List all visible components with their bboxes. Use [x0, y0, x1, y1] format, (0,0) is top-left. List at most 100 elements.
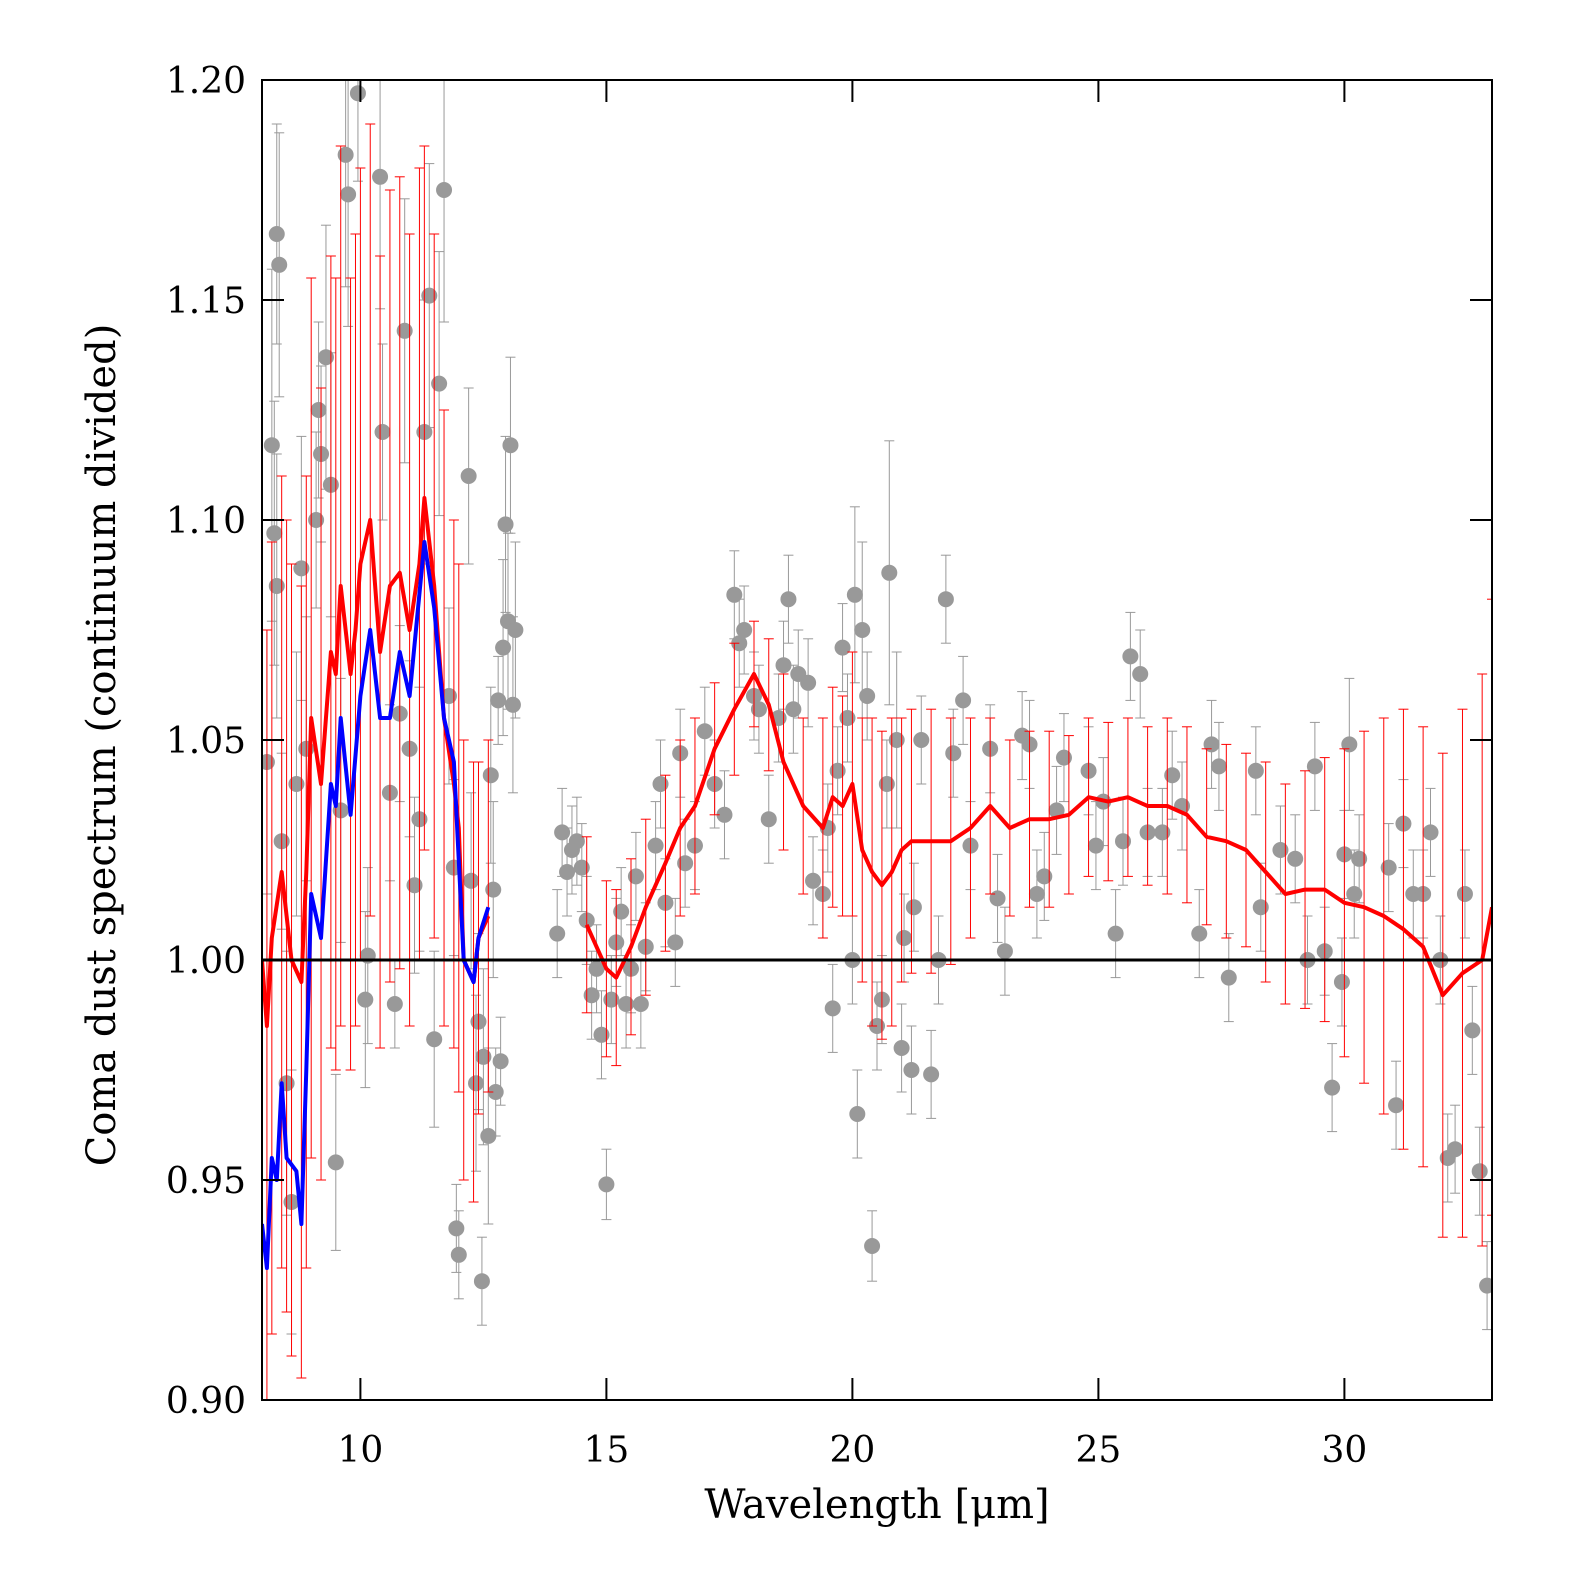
data-point: [559, 864, 576, 880]
y-tick-label: 1.05: [166, 721, 246, 762]
data-point: [893, 1040, 910, 1056]
data-point: [1220, 969, 1237, 986]
data-point: [989, 890, 1006, 907]
x-tick-label: 25: [1075, 1430, 1121, 1471]
data-point: [1087, 837, 1104, 854]
data-point: [923, 1066, 940, 1083]
data-point: [834, 639, 851, 656]
x-tick-label: 10: [337, 1430, 383, 1471]
data-point: [1247, 762, 1264, 779]
data-point: [1422, 824, 1439, 841]
data-point: [667, 934, 684, 951]
data-point: [271, 256, 288, 273]
data-point: [1154, 824, 1171, 841]
data-point: [357, 991, 374, 1008]
data-point: [327, 1154, 344, 1171]
data-point: [554, 824, 571, 841]
data-point: [349, 85, 366, 102]
axes: 10 15 20 25 30 0.90 0.95 1.00 1.05 1.10 1.15 1.20: [166, 61, 1492, 1471]
data-point: [627, 868, 644, 885]
data-point: [800, 674, 817, 691]
data-point: [266, 525, 283, 542]
data-point: [905, 899, 922, 916]
data-point: [480, 1128, 497, 1144]
data-point: [1132, 666, 1149, 682]
data-point: [490, 692, 507, 709]
data-point: [878, 776, 895, 792]
y-tick-label: 0.90: [166, 1381, 246, 1422]
data-point: [1115, 833, 1131, 850]
data-line: [262, 540, 491, 1270]
data-point: [716, 806, 733, 823]
data-point: [1380, 859, 1397, 876]
data-point: [495, 639, 512, 656]
data-point: [337, 146, 354, 163]
data-point: [568, 833, 585, 850]
data-point: [839, 710, 856, 726]
data-point: [448, 1220, 465, 1237]
data-point: [829, 762, 846, 779]
x-tick-label: 20: [829, 1430, 875, 1471]
data-point: [864, 1238, 881, 1254]
data-point: [647, 837, 664, 854]
y-axis-label: Coma dust spectrum (continuum divided): [79, 324, 125, 1167]
data-point: [1471, 1163, 1488, 1180]
data-point: [846, 586, 863, 603]
data-point: [1324, 1079, 1341, 1096]
data-point: [583, 987, 600, 1004]
data-point: [374, 424, 391, 440]
data-point: [1464, 1022, 1481, 1039]
data-point: [1055, 749, 1072, 766]
data-point: [1210, 758, 1227, 775]
data-point: [1164, 767, 1181, 784]
data-point: [473, 1273, 490, 1290]
data-point: [937, 591, 954, 608]
data-point: [268, 226, 285, 242]
data-point: [317, 349, 334, 366]
data-point: [775, 657, 792, 674]
data-point: [1351, 850, 1368, 867]
data-point: [310, 402, 327, 418]
data-point: [1287, 850, 1304, 867]
data-point: [903, 1062, 920, 1078]
data-point: [598, 1176, 615, 1193]
data-point: [440, 688, 457, 704]
data-point: [293, 560, 310, 577]
data-point: [726, 586, 743, 603]
data-point: [492, 1053, 509, 1070]
data-point: [482, 767, 499, 784]
data-point: [1107, 925, 1124, 942]
data-point: [436, 182, 453, 198]
data-point: [1341, 736, 1358, 753]
data-point: [1122, 648, 1139, 665]
data-point: [593, 1026, 610, 1043]
data-point: [613, 903, 630, 920]
data-point: [780, 591, 797, 608]
plot-area: [262, 80, 1492, 1400]
data-point: [507, 622, 524, 638]
data-point: [881, 564, 898, 581]
data-point: [945, 745, 962, 762]
data-point: [549, 925, 566, 942]
data-point: [632, 996, 649, 1012]
data-point: [504, 696, 521, 713]
data-point: [1333, 974, 1350, 990]
data-point: [677, 855, 694, 872]
data-point: [1346, 886, 1363, 902]
data-point: [487, 1084, 504, 1100]
data-point: [308, 512, 325, 528]
data-point: [750, 701, 767, 718]
data-point: [426, 1031, 443, 1048]
data-point: [805, 872, 822, 889]
data-point: [736, 622, 753, 638]
data-point: [288, 776, 305, 792]
data-point: [652, 776, 669, 792]
x-tick-label: 30: [1321, 1430, 1367, 1471]
data-point: [1048, 802, 1065, 819]
data-point: [1036, 868, 1053, 885]
data-point: [888, 732, 905, 748]
data-point: [468, 1075, 485, 1092]
data-point: [268, 578, 285, 594]
data-point: [1252, 899, 1269, 916]
